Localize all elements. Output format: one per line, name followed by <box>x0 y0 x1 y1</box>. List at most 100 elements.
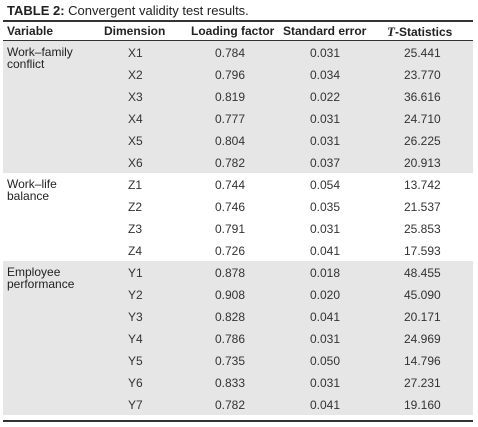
cell-dimension: X1 <box>128 46 143 60</box>
table-row: Y5 0.735 0.050 14.796 <box>3 349 473 371</box>
table-row: Y4 0.786 0.031 24.969 <box>3 327 473 349</box>
cell-standard-error: 0.031 <box>310 376 341 390</box>
cell-dimension: Z1 <box>128 178 143 192</box>
table-row: Z4 0.726 0.041 17.593 <box>3 239 473 261</box>
cell-dimension: Y4 <box>128 332 143 346</box>
cell-loading-factor: 0.833 <box>215 376 246 390</box>
cell-t-statistic: 24.710 <box>404 112 441 126</box>
cell-dimension: Y7 <box>128 398 143 412</box>
variable-group: Employee performance Y1 0.878 0.018 48.455 Y2… <box>3 261 473 415</box>
table-caption-text: Convergent validity test results. <box>64 3 249 18</box>
cell-loading-factor: 0.782 <box>215 156 246 170</box>
bottom-rule <box>3 420 473 422</box>
table-row: X1 0.784 0.031 25.441 <box>3 41 473 63</box>
cell-standard-error: 0.054 <box>310 178 341 192</box>
cell-loading-factor: 0.782 <box>215 398 246 412</box>
cell-t-statistic: 36.616 <box>404 90 441 104</box>
cell-t-statistic: 20.913 <box>404 156 441 170</box>
cell-t-statistic: 20.171 <box>404 310 441 324</box>
cell-t-statistic: 13.742 <box>404 178 441 192</box>
cell-t-statistic: 14.796 <box>404 354 441 368</box>
cell-standard-error: 0.034 <box>310 68 341 82</box>
cell-standard-error: 0.035 <box>310 200 341 214</box>
variable-name: Work–life balance <box>7 177 57 203</box>
variable-group: Work–family conflict X1 0.784 0.031 25.441 X2… <box>3 41 473 173</box>
cell-standard-error: 0.020 <box>310 288 341 302</box>
variable-name: Work–family conflict <box>7 45 73 71</box>
cell-loading-factor: 0.786 <box>215 332 246 346</box>
cell-loading-factor: 0.791 <box>215 222 246 236</box>
cell-loading-factor: 0.804 <box>215 134 246 148</box>
cell-standard-error: 0.031 <box>310 46 341 60</box>
cell-loading-factor: 0.819 <box>215 90 246 104</box>
table-caption: TABLE 2: Convergent validity test result… <box>7 3 249 19</box>
table-header: Variable Dimension Loading factor Standa… <box>3 22 473 40</box>
cell-dimension: Z4 <box>128 244 143 258</box>
cell-dimension: X4 <box>128 112 143 126</box>
table-row: Y1 0.878 0.018 48.455 <box>3 261 473 283</box>
cell-t-statistic: 24.969 <box>404 332 441 346</box>
variable-group: Work–life balance Z1 0.744 0.054 13.742 Z2 0.7… <box>3 173 473 261</box>
cell-standard-error: 0.018 <box>310 266 341 280</box>
header-t-statistics: T-Statistics <box>387 24 452 40</box>
header-variable: Variable <box>7 24 54 38</box>
cell-loading-factor: 0.908 <box>215 288 246 302</box>
cell-t-statistic: 17.593 <box>404 244 441 258</box>
header-rule <box>3 40 473 41</box>
cell-loading-factor: 0.777 <box>215 112 246 126</box>
cell-t-statistic: 25.441 <box>404 46 441 60</box>
cell-loading-factor: 0.726 <box>215 244 246 258</box>
cell-standard-error: 0.037 <box>310 156 341 170</box>
variable-name: Employee performance <box>7 265 75 291</box>
table-row: Z1 0.744 0.054 13.742 <box>3 173 473 195</box>
cell-standard-error: 0.031 <box>310 112 341 126</box>
cell-standard-error: 0.031 <box>310 222 341 236</box>
cell-t-statistic: 25.853 <box>404 222 441 236</box>
top-rule <box>3 20 473 22</box>
cell-standard-error: 0.041 <box>310 244 341 258</box>
cell-dimension: Z2 <box>128 200 143 214</box>
table-row: Y3 0.828 0.041 20.171 <box>3 305 473 327</box>
header-standard-error: Standard error <box>283 24 367 38</box>
table-row: Y7 0.782 0.041 19.160 <box>3 393 473 415</box>
header-t-rest: -Statistics <box>394 25 453 39</box>
cell-standard-error: 0.031 <box>310 332 341 346</box>
table-caption-label: TABLE 2: <box>7 3 65 18</box>
cell-t-statistic: 48.455 <box>404 266 441 280</box>
cell-loading-factor: 0.746 <box>215 200 246 214</box>
cell-dimension: Z3 <box>128 222 143 236</box>
table-row: X2 0.796 0.034 23.770 <box>3 63 473 85</box>
cell-t-statistic: 23.770 <box>404 68 441 82</box>
cell-standard-error: 0.022 <box>310 90 341 104</box>
cell-loading-factor: 0.735 <box>215 354 246 368</box>
header-loading-factor: Loading factor <box>191 24 275 38</box>
cell-dimension: Y3 <box>128 310 143 324</box>
table-row: Y2 0.908 0.020 45.090 <box>3 283 473 305</box>
cell-dimension: X6 <box>128 156 143 170</box>
table-row: Z2 0.746 0.035 21.537 <box>3 195 473 217</box>
table-row: Y6 0.833 0.031 27.231 <box>3 371 473 393</box>
cell-dimension: X5 <box>128 134 143 148</box>
cell-standard-error: 0.041 <box>310 310 341 324</box>
table-row: X4 0.777 0.031 24.710 <box>3 107 473 129</box>
table-row: X5 0.804 0.031 26.225 <box>3 129 473 151</box>
header-t-italic: T <box>387 24 395 39</box>
cell-loading-factor: 0.796 <box>215 68 246 82</box>
cell-dimension: Y5 <box>128 354 143 368</box>
cell-standard-error: 0.050 <box>310 354 341 368</box>
cell-loading-factor: 0.744 <box>215 178 246 192</box>
table-row: X6 0.782 0.037 20.913 <box>3 151 473 173</box>
cell-standard-error: 0.031 <box>310 134 341 148</box>
cell-t-statistic: 45.090 <box>404 288 441 302</box>
table-row: X3 0.819 0.022 36.616 <box>3 85 473 107</box>
table-row: Z3 0.791 0.031 25.853 <box>3 217 473 239</box>
cell-t-statistic: 26.225 <box>404 134 441 148</box>
header-dimension: Dimension <box>104 24 166 38</box>
cell-t-statistic: 27.231 <box>404 376 441 390</box>
cell-dimension: X3 <box>128 90 143 104</box>
cell-dimension: Y6 <box>128 376 143 390</box>
cell-standard-error: 0.041 <box>310 398 341 412</box>
cell-loading-factor: 0.878 <box>215 266 246 280</box>
cell-loading-factor: 0.784 <box>215 46 246 60</box>
